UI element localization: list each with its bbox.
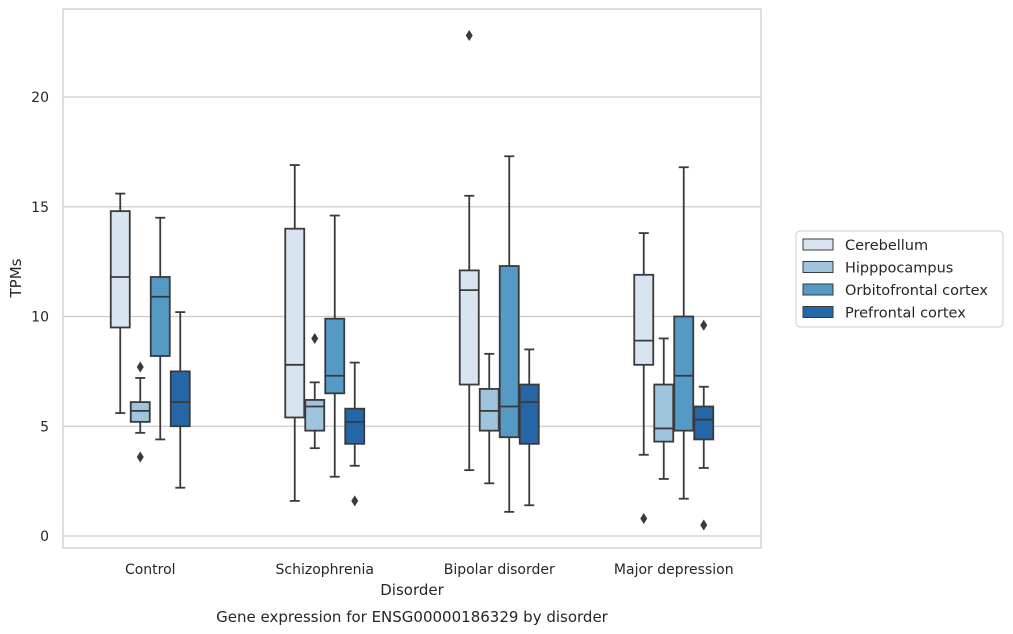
x-tick-label: Major depression: [614, 562, 734, 578]
box-plot-item: [149, 216, 171, 441]
box: [344, 407, 366, 445]
outlier-point: [136, 361, 144, 373]
box: [304, 399, 326, 432]
series-prefrontal-cortex: [169, 311, 715, 531]
box-plot-item: [673, 166, 695, 500]
outlier-point: [700, 519, 708, 531]
x-tick-label: Bipolar disorder: [444, 562, 555, 578]
box: [693, 405, 715, 441]
box: [653, 383, 675, 443]
box: [284, 227, 306, 419]
box-plot-item: [458, 30, 480, 472]
legend-label: Hipppocampus: [845, 261, 953, 277]
y-tick-label: 0: [40, 529, 49, 545]
legend-frame: [795, 230, 1004, 328]
legend-swatch: [802, 261, 834, 273]
box-plot-item: [518, 348, 540, 507]
box-plot-item: [129, 361, 151, 463]
y-axis-label: TPMs: [7, 258, 25, 298]
y-tick-label: 5: [40, 419, 49, 435]
box-plot-item: [284, 164, 306, 502]
box-plot-item: [344, 361, 366, 507]
y-axis-ticks: 0 5 10 15 20: [31, 90, 49, 545]
series-cerebellum: [109, 30, 655, 524]
outlier-point: [136, 451, 144, 463]
box: [478, 388, 500, 432]
x-axis-label: Disorder: [380, 581, 444, 599]
series-hipppocampus: [129, 332, 675, 485]
box-plot-item: [109, 192, 131, 414]
box: [109, 210, 131, 329]
legend: Cerebellum Hipppocampus Orbitofrontal cort…: [795, 230, 1004, 328]
box-plot-item: [693, 319, 715, 531]
legend-swatch: [802, 283, 834, 296]
box: [149, 276, 171, 357]
legend-label: Orbitofrontal cortex: [845, 283, 988, 299]
y-tick-label: 20: [31, 90, 49, 106]
box: [324, 317, 346, 395]
x-tick-label: Schizophrenia: [276, 562, 374, 578]
box-plot-item: [633, 232, 655, 524]
outlier-point: [465, 30, 473, 42]
outlier-point: [700, 319, 708, 331]
box: [129, 401, 151, 423]
box-plot-item: [653, 337, 675, 480]
box: [458, 269, 480, 386]
legend-label: Prefrontal cortex: [845, 306, 966, 322]
legend-swatch: [802, 238, 834, 251]
box: [518, 383, 540, 445]
outlier-point: [640, 512, 648, 524]
box-plot-item: [324, 214, 346, 478]
x-tick-label: Control: [125, 562, 176, 578]
y-tick-label: 15: [31, 200, 49, 216]
outlier-point: [351, 495, 359, 507]
legend-label: Cerebellum: [845, 238, 928, 254]
box-plot-item: [169, 311, 191, 489]
series-orbitofrontal-cortex: [149, 155, 695, 513]
box-plot-item: [478, 352, 500, 485]
box-plot-series: [109, 30, 715, 531]
x-axis-ticks: Control Schizophrenia Bipolar disorder Majo…: [125, 562, 734, 578]
box-plot-item: [498, 155, 520, 513]
box-plot-item: [304, 332, 326, 450]
box: [673, 315, 695, 432]
box: [633, 273, 655, 366]
legend-items: Cerebellum Hipppocampus Orbitofrontal cort…: [802, 238, 988, 322]
y-tick-label: 10: [31, 310, 49, 326]
outlier-point: [311, 332, 319, 344]
plot-frame: [62, 8, 762, 549]
chart-title: Gene expression for ENSG00000186329 by d…: [216, 608, 609, 626]
legend-swatch: [802, 306, 834, 318]
box: [498, 265, 520, 439]
box: [169, 370, 191, 428]
